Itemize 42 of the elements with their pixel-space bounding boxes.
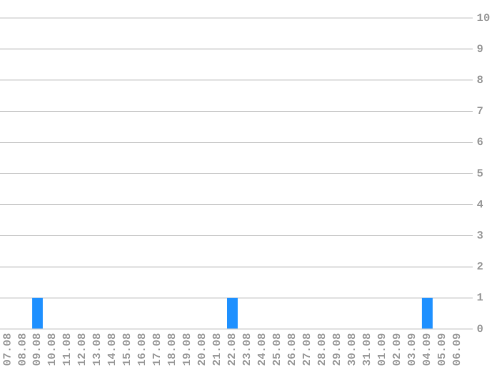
x-tick-label: 31.08 [362,332,374,366]
x-tick-label: 17.08 [152,332,164,366]
x-tick-label: 19.08 [182,332,194,366]
x-tick-label: 06.09 [452,332,464,366]
x-tick-label: 08.08 [17,332,30,366]
y-tick-label: 1 [476,292,484,305]
x-tick-label: 28.08 [317,332,330,366]
x-tick-label: 25.08 [272,332,284,366]
x-tick-label: 30.08 [347,332,360,366]
x-tick-label: 09.08 [32,332,44,366]
x-tick-label: 11.08 [62,332,74,366]
x-tick-label: 04.09 [422,332,434,366]
y-tick-label: 7 [476,106,484,118]
y-tick-label: 0 [476,324,484,336]
x-tick-label: 13.08 [92,332,104,366]
x-tick-label: 20.08 [197,332,210,366]
x-tick-label: 01.09 [377,332,390,366]
y-tick-label: 6 [476,137,484,150]
x-tick-label: 12.08 [77,332,90,366]
x-tick-label: 24.08 [257,332,270,366]
x-tick-label: 26.08 [287,332,300,366]
y-tick-label: 10 [476,12,490,25]
y-tick-label: 5 [476,168,484,180]
x-tick-label: 16.08 [137,332,150,366]
y-tick-label: 3 [476,230,484,242]
x-tick-label: 23.08 [242,332,254,366]
x-tick-label: 03.09 [407,332,420,366]
x-tick-label: 29.08 [332,332,344,366]
y-tick-label: 8 [476,74,484,87]
y-tick-label: 4 [476,199,484,212]
x-tick-label: 18.08 [167,332,180,366]
x-tick-label: 14.08 [107,332,120,366]
x-tick-label: 02.09 [392,332,404,366]
x-tick-label: 07.08 [2,332,14,366]
y-tick-label: 9 [476,44,484,56]
x-tick-label: 22.08 [227,332,240,366]
x-tick-label: 15.08 [122,332,134,366]
x-tick-label: 21.08 [212,332,224,366]
x-tick-label: 10.08 [47,332,60,366]
x-tick-label: 27.08 [302,332,314,366]
x-tick-label: 05.09 [437,332,450,366]
y-tick-label: 2 [476,262,484,274]
